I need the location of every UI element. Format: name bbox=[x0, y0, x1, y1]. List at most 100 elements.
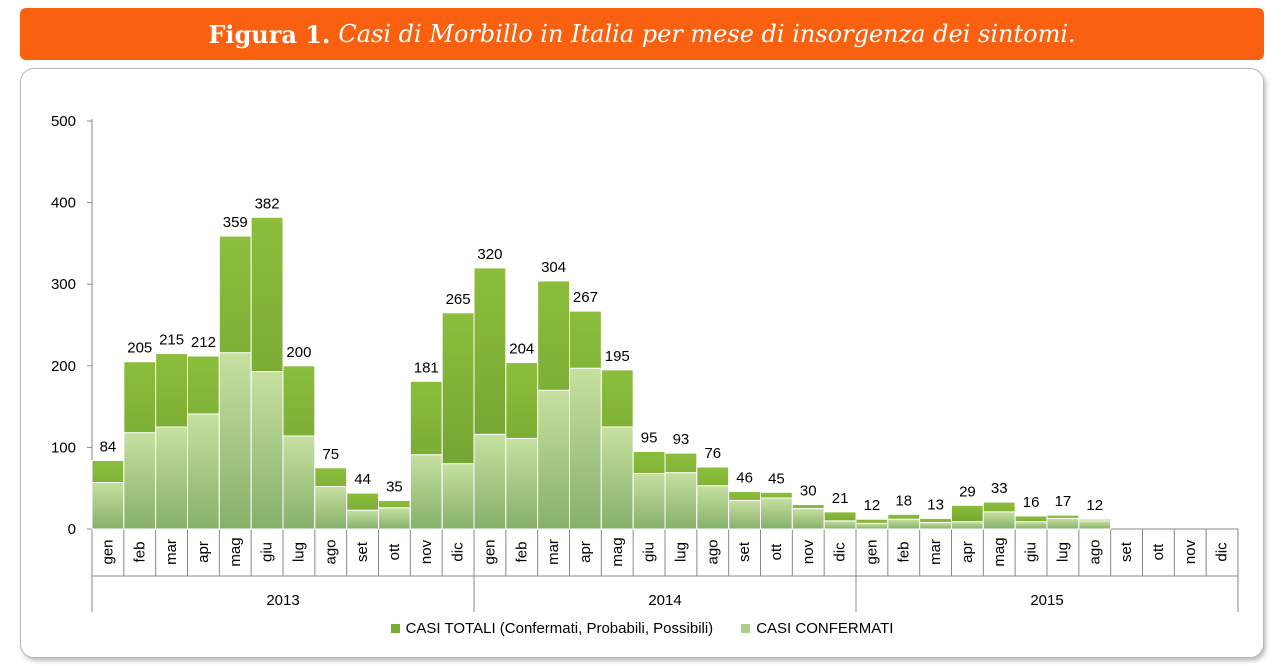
bar-casi-confermati bbox=[855, 522, 889, 530]
data-label-totali: 33 bbox=[991, 480, 1008, 497]
data-label-totali: 212 bbox=[191, 334, 216, 351]
data-label-totali: 17 bbox=[1055, 493, 1072, 510]
data-label-totali: 76 bbox=[704, 445, 721, 462]
bar-casi-confermati bbox=[187, 413, 220, 530]
bar-casi-confermati bbox=[728, 499, 762, 530]
data-label-totali: 265 bbox=[446, 291, 471, 308]
bar-casi-confermati bbox=[569, 367, 602, 530]
bar-casi-confermati bbox=[664, 472, 698, 530]
legend-swatch-totali bbox=[390, 624, 400, 633]
bar-casi-confermati bbox=[155, 426, 189, 530]
x-tick-label: feb bbox=[895, 542, 912, 563]
bar-casi-confermati bbox=[760, 497, 793, 530]
data-label-totali: 95 bbox=[641, 429, 658, 446]
figure-title-bar: Figura 1. Casi di Morbillo in Italia per… bbox=[20, 8, 1264, 60]
data-label-totali: 35 bbox=[386, 478, 403, 495]
bar-casi-confermati bbox=[1078, 520, 1112, 530]
x-tick-label: nov bbox=[1182, 539, 1199, 564]
data-label-totali: 359 bbox=[223, 214, 248, 231]
bar-casi-confermati bbox=[378, 507, 411, 530]
data-label-totali: 320 bbox=[477, 246, 502, 263]
data-label-totali: 200 bbox=[286, 344, 311, 361]
data-label-totali: 46 bbox=[736, 469, 753, 486]
data-label-totali: 44 bbox=[354, 471, 371, 488]
x-tick-label: ott bbox=[768, 543, 785, 561]
data-label-totali: 16 bbox=[1023, 494, 1040, 511]
x-tick-label: lug bbox=[672, 542, 689, 562]
bar-casi-confermati bbox=[123, 432, 157, 530]
x-tick-label: dic bbox=[832, 542, 849, 562]
x-tick-label: apr bbox=[195, 541, 212, 563]
bar-casi-confermati bbox=[696, 485, 730, 530]
chart-legend: CASI TOTALI (Confermati, Probabili, Poss… bbox=[0, 620, 1284, 637]
x-tick-label: gen bbox=[863, 539, 880, 564]
x-tick-label: apr bbox=[959, 541, 976, 563]
y-tick-label: 500 bbox=[51, 113, 76, 130]
data-label-totali: 12 bbox=[1086, 497, 1103, 514]
legend-swatch-confermati bbox=[741, 624, 751, 633]
bar-casi-confermati bbox=[282, 435, 316, 530]
x-tick-label: mar bbox=[163, 539, 180, 565]
data-label-totali: 205 bbox=[127, 340, 152, 357]
bar-casi-confermati bbox=[951, 521, 984, 530]
data-label-totali: 13 bbox=[927, 496, 944, 513]
x-tick-label: dic bbox=[1214, 542, 1231, 562]
x-tick-label: nov bbox=[418, 539, 435, 564]
data-label-totali: 18 bbox=[895, 492, 912, 509]
y-tick-label: 100 bbox=[51, 439, 76, 456]
bar-casi-confermati bbox=[91, 481, 125, 530]
x-tick-label: ott bbox=[386, 543, 403, 561]
x-tick-label: giu bbox=[259, 542, 276, 562]
data-label-totali: 267 bbox=[573, 289, 598, 306]
data-label-totali: 75 bbox=[322, 446, 339, 463]
x-tick-label: gen bbox=[481, 539, 498, 564]
bar-casi-confermati bbox=[314, 486, 348, 530]
y-tick-label: 400 bbox=[51, 195, 76, 212]
legend-label-totali: CASI TOTALI (Confermati, Probabili, Poss… bbox=[405, 620, 714, 637]
bar-casi-confermati bbox=[919, 521, 953, 530]
figure-caption: Casi di Morbillo in Italia per mese di i… bbox=[338, 20, 1076, 48]
bar-casi-confermati bbox=[505, 437, 539, 530]
data-label-totali: 21 bbox=[832, 490, 849, 507]
bar-casi-confermati bbox=[537, 389, 571, 530]
data-label-totali: 45 bbox=[768, 470, 785, 487]
x-tick-label: mag bbox=[609, 537, 626, 566]
data-label-totali: 29 bbox=[959, 483, 976, 500]
bar-casi-confermati bbox=[441, 463, 475, 530]
data-label-totali: 30 bbox=[800, 483, 817, 500]
data-label-totali: 12 bbox=[864, 497, 881, 514]
x-tick-label: lug bbox=[290, 542, 307, 562]
x-tick-label: mar bbox=[545, 539, 562, 565]
data-label-totali: 181 bbox=[414, 359, 439, 376]
bar-casi-confermati bbox=[982, 511, 1016, 530]
y-tick-label: 0 bbox=[68, 521, 76, 538]
x-tick-label: mag bbox=[991, 537, 1008, 566]
x-tick-label: ago bbox=[704, 539, 721, 564]
x-tick-label: lug bbox=[1054, 542, 1071, 562]
bar-casi-confermati bbox=[473, 433, 507, 530]
year-label: 2015 bbox=[1030, 592, 1063, 609]
x-tick-label: set bbox=[736, 541, 753, 562]
bar-casi-confermati bbox=[250, 371, 284, 530]
data-label-totali: 204 bbox=[509, 341, 534, 358]
x-tick-label: feb bbox=[513, 542, 530, 563]
bar-casi-confermati bbox=[1014, 521, 1048, 530]
legend-label-confermati: CASI CONFERMATI bbox=[756, 620, 894, 637]
data-label-totali: 195 bbox=[605, 348, 630, 365]
data-label-totali: 215 bbox=[159, 332, 184, 349]
x-tick-label: set bbox=[1118, 541, 1135, 562]
x-tick-label: giu bbox=[641, 542, 658, 562]
bar-casi-confermati bbox=[218, 352, 252, 530]
x-tick-label: feb bbox=[131, 542, 148, 563]
x-tick-label: gen bbox=[99, 539, 116, 564]
bar-casi-confermati bbox=[409, 454, 443, 530]
bar-casi-confermati bbox=[887, 518, 921, 530]
legend-item-confermati: CASI CONFERMATI bbox=[741, 620, 893, 637]
year-label: 2014 bbox=[648, 592, 681, 609]
x-tick-label: dic bbox=[450, 542, 467, 562]
x-tick-label: ott bbox=[1150, 543, 1167, 561]
data-label-totali: 93 bbox=[673, 431, 690, 448]
year-label: 2013 bbox=[266, 592, 299, 609]
x-tick-label: mar bbox=[927, 539, 944, 565]
